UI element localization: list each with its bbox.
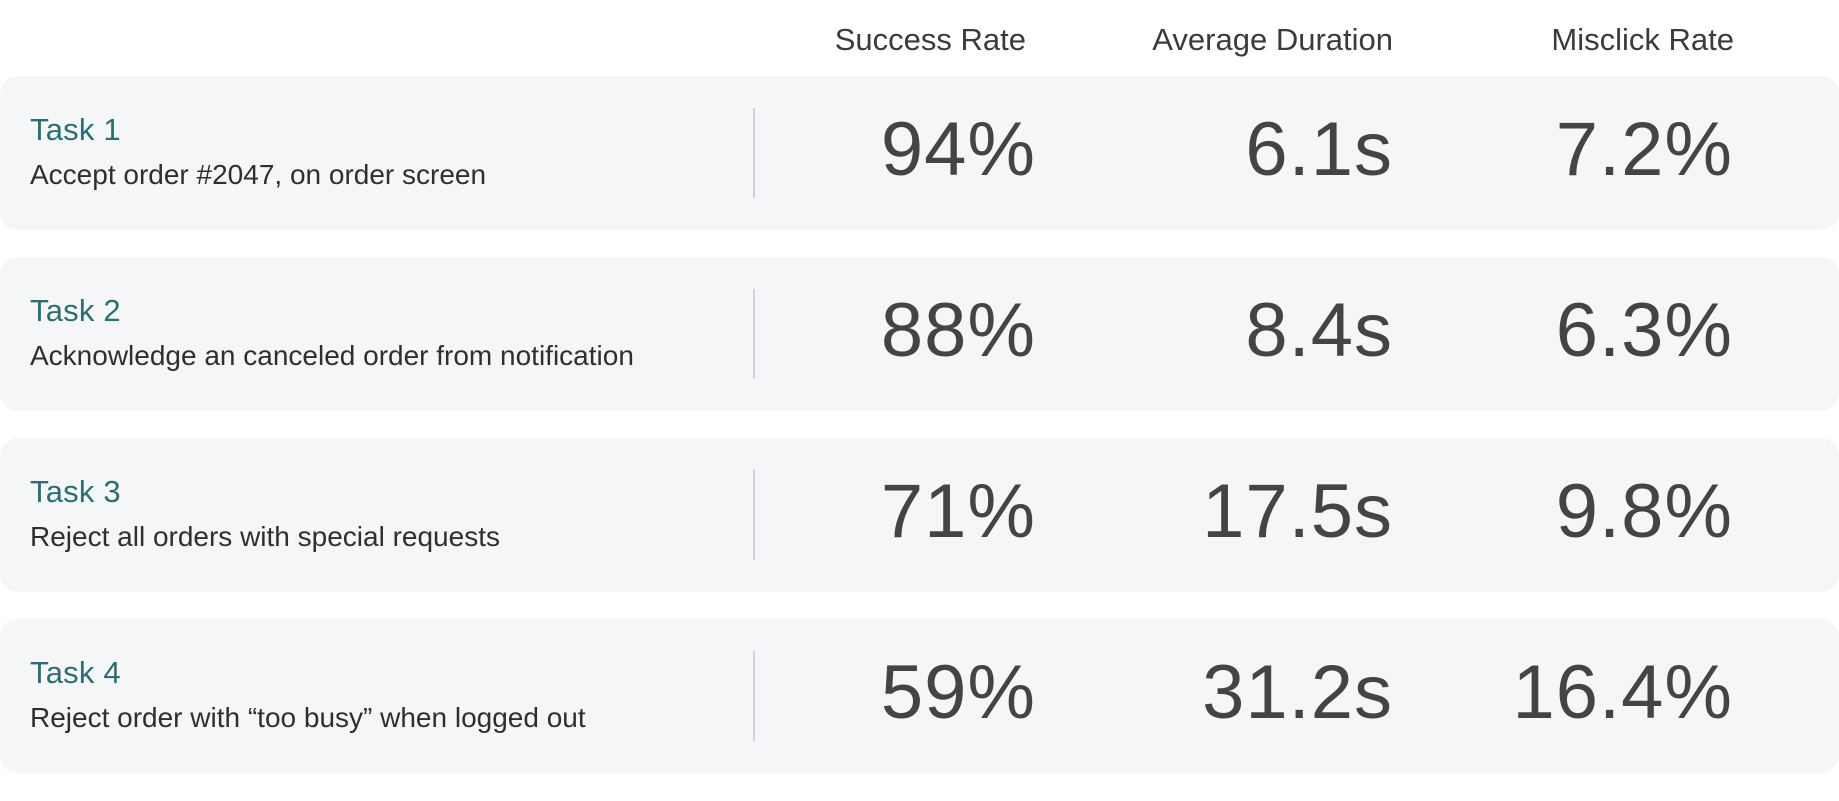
- success-rate-value: 59%: [880, 650, 1036, 735]
- misclick-rate-value: 7.2%: [1555, 107, 1733, 192]
- task-row-2: Task 2 Acknowledge an canceled order fro…: [0, 257, 1839, 411]
- column-header-success-rate: Success Rate: [834, 22, 1026, 57]
- misclick-rate-value: 6.3%: [1555, 288, 1733, 373]
- task-title: Task 3: [30, 474, 121, 509]
- task-info: Task 1 Accept order #2047, on order scre…: [30, 114, 730, 189]
- task-row-3: Task 3 Reject all orders with special re…: [0, 438, 1839, 592]
- average-duration-value: 6.1s: [1245, 107, 1393, 192]
- row-divider: [753, 651, 755, 741]
- task-row-1: Task 1 Accept order #2047, on order scre…: [0, 76, 1839, 230]
- column-header-misclick-rate: Misclick Rate: [1551, 22, 1734, 57]
- misclick-rate-value: 16.4%: [1512, 650, 1733, 735]
- success-rate-value: 88%: [880, 288, 1036, 373]
- task-description: Acknowledge an canceled order from notif…: [30, 340, 634, 371]
- misclick-rate-value: 9.8%: [1555, 469, 1733, 554]
- row-divider: [753, 470, 755, 560]
- success-rate-value: 71%: [880, 469, 1036, 554]
- average-duration-value: 17.5s: [1202, 469, 1393, 554]
- average-duration-value: 31.2s: [1202, 650, 1393, 735]
- task-title: Task 1: [30, 112, 121, 147]
- task-info: Task 4 Reject order with “too busy” when…: [30, 657, 730, 732]
- row-divider: [753, 108, 755, 198]
- table-header: Success Rate Average Duration Misclick R…: [0, 0, 1839, 76]
- task-title: Task 4: [30, 655, 121, 690]
- column-header-average-duration: Average Duration: [1152, 22, 1393, 57]
- average-duration-value: 8.4s: [1245, 288, 1393, 373]
- row-divider: [753, 289, 755, 379]
- task-info: Task 2 Acknowledge an canceled order fro…: [30, 295, 730, 370]
- task-row-4: Task 4 Reject order with “too busy” when…: [0, 619, 1839, 773]
- success-rate-value: 94%: [880, 107, 1036, 192]
- task-description: Reject all orders with special requests: [30, 521, 500, 552]
- task-title: Task 2: [30, 293, 121, 328]
- task-info: Task 3 Reject all orders with special re…: [30, 476, 730, 551]
- task-description: Accept order #2047, on order screen: [30, 159, 487, 190]
- task-description: Reject order with “too busy” when logged…: [30, 702, 586, 733]
